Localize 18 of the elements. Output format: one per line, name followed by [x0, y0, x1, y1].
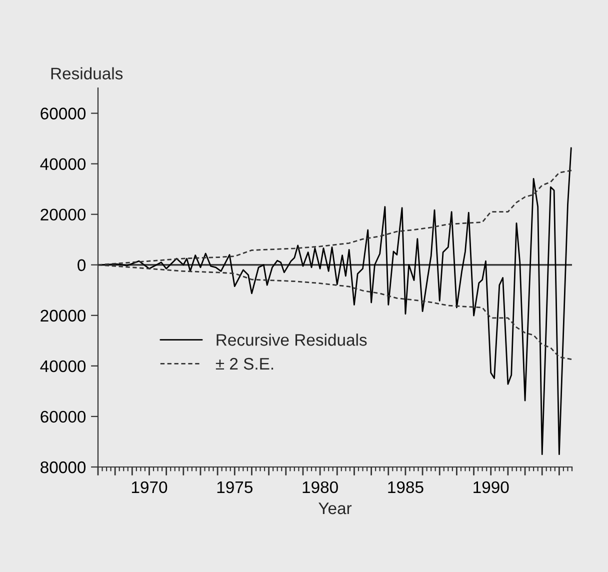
line-series [100, 147, 572, 456]
legend-label: Recursive Residuals [216, 334, 367, 346]
y-tick-label: 80000 [40, 461, 86, 474]
y-tick-label: 40000 [40, 360, 86, 372]
x-tick-label: 1975 [217, 481, 252, 494]
legend-label: ± 2 S.E. [216, 358, 274, 370]
y-tick-label: 40000 [40, 158, 86, 170]
y-axis-title: Residuals [51, 67, 123, 80]
x-axis-title: Year [318, 502, 352, 514]
y-tick-label: 60000 [40, 410, 86, 423]
y-tick-label: 60000 [40, 108, 86, 120]
y-tick-label: 20000 [40, 208, 86, 221]
x-tick-label: 1990 [474, 481, 509, 494]
x-tick-label: 1985 [388, 481, 424, 494]
y-tick-label: 20000 [40, 310, 86, 322]
x-tick-label: 1980 [302, 481, 338, 494]
x-tick-label: 1970 [132, 481, 168, 494]
y-tick-label: 0 [78, 259, 86, 272]
